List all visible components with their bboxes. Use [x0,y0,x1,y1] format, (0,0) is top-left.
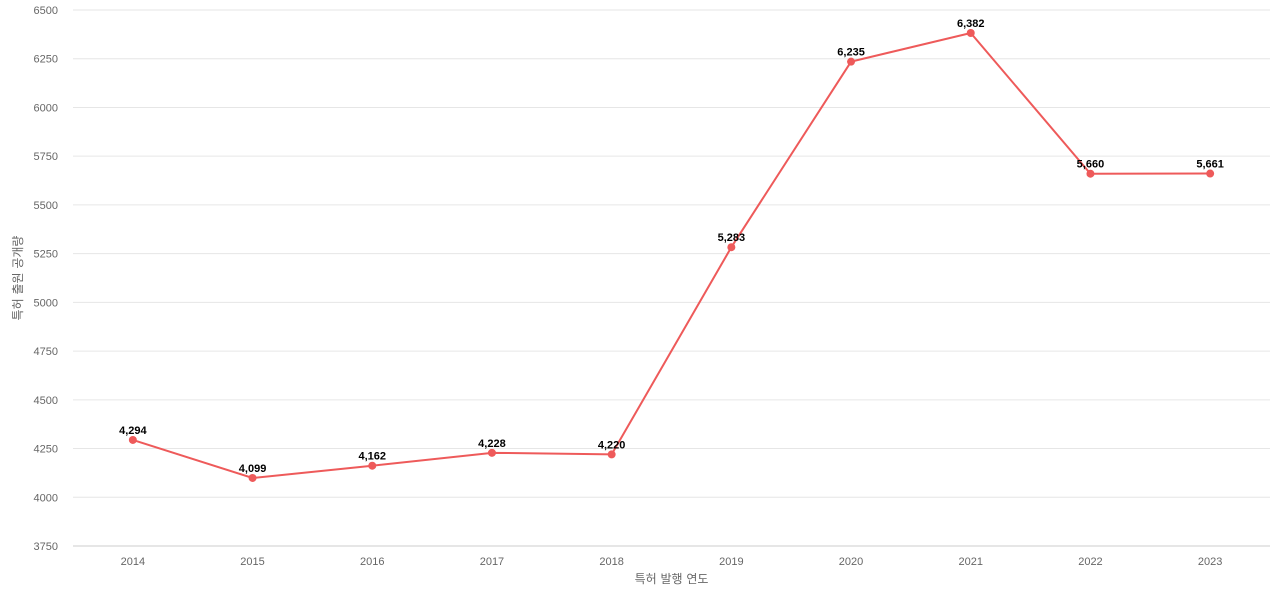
y-tick-label: 5750 [34,151,58,163]
series-line [132,31,1211,479]
y-tick-label: 4000 [34,492,58,504]
data-point [607,450,616,459]
x-tick-label: 2022 [1078,556,1102,568]
data-point [1206,169,1215,178]
x-tick-label: 2015 [240,556,264,568]
data-point [966,28,975,37]
y-tick-label: 6250 [34,54,58,66]
y-tick-label: 5000 [34,297,58,309]
data-point [368,461,377,470]
x-tick-label: 2023 [1198,556,1222,568]
data-point [847,57,856,66]
y-tick-label: 6000 [34,102,58,114]
grid-layer [73,9,1270,498]
data-point [487,448,496,457]
series-layer [128,28,1215,482]
data-label: 6,382 [957,18,985,30]
x-axis-title: 특허 발행 연도 [635,571,709,586]
data-label: 5,660 [1077,159,1105,171]
x-tick-label: 2016 [360,556,384,568]
data-label: 4,228 [478,438,506,450]
data-label: 5,283 [718,232,746,244]
x-tick-label: 2019 [719,556,743,568]
data-label-layer: 4,294 4,099 4,162 4,228 4,220 5,283 6,235 6,382… [119,18,1224,475]
y-tick-labels: 3750 4000 4250 4500 4750 5000 5250 5500 5750 6000… [34,5,58,553]
data-label: 6,235 [837,47,865,59]
y-tick-label: 5250 [34,249,58,261]
x-tick-label: 2014 [121,556,145,568]
x-tick-label: 2020 [839,556,863,568]
x-tick-label: 2021 [959,556,983,568]
x-tick-label: 2018 [599,556,623,568]
data-point [727,243,736,252]
y-tick-label: 5500 [34,200,58,212]
x-tick-label: 2017 [480,556,504,568]
data-label: 4,162 [358,451,386,463]
data-point [128,435,137,444]
data-point [1086,169,1095,178]
data-label: 5,661 [1196,159,1224,171]
y-tick-label: 4250 [34,444,58,456]
y-tick-label: 4500 [34,395,58,407]
data-label: 4,099 [239,463,267,475]
data-label: 4,220 [598,439,626,451]
x-tick-labels: 2014 2015 2016 2017 2018 2019 2020 2021 2022 2023 [121,556,1223,568]
y-tick-label: 3750 [34,541,58,553]
data-label: 4,294 [119,425,147,437]
y-tick-label: 4750 [34,346,58,358]
y-axis-title: 특허 출원 공개량 [11,236,25,321]
y-tick-label: 6500 [34,5,58,17]
data-point [248,473,257,482]
